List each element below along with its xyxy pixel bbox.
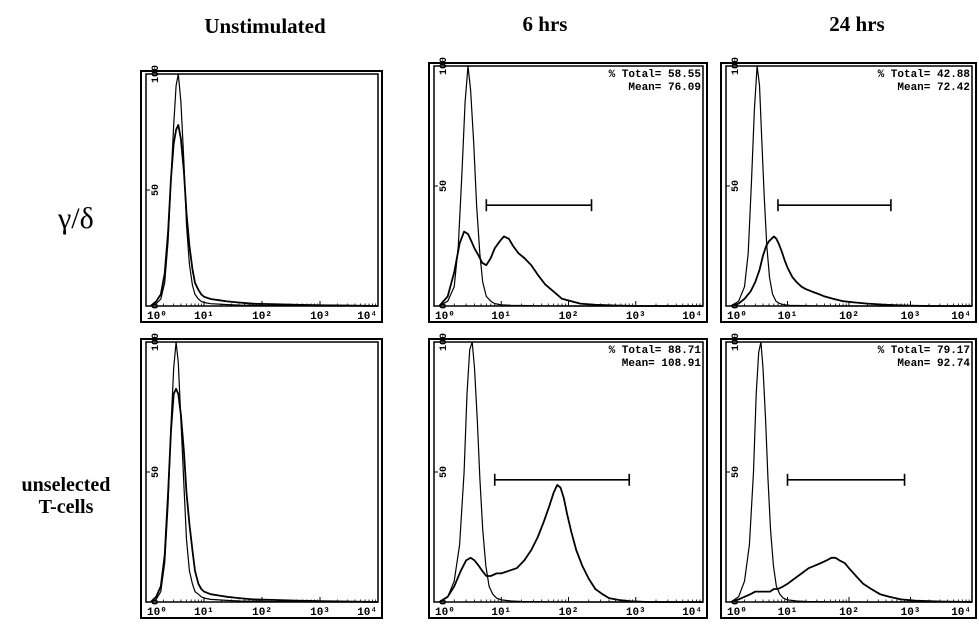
histogram-panel-unselected-24hrs: 0 50 100 10⁰ 10¹ 10² 10³ 10⁴ % Total= 79.17 Mean=… — [720, 333, 977, 619]
plot-area — [725, 65, 973, 307]
x-tick-label: 10² — [252, 607, 272, 619]
y-tick-label: 0 — [731, 303, 742, 309]
panel-frame — [720, 62, 977, 323]
plot-area — [725, 341, 973, 603]
x-tick-label: 10¹ — [778, 607, 798, 619]
y-tick-label: 0 — [151, 303, 162, 309]
row-label-gamma-delta: γ/δ — [58, 202, 94, 235]
plot-area — [145, 341, 379, 603]
x-tick-label: 10¹ — [194, 607, 214, 619]
histogram-svg: 0 50 100 10⁰ 10¹ 10² 10³ 10⁴ % Total= 79.17Mean=… — [720, 333, 977, 619]
stat-mean: Mean= 76.09 — [628, 82, 701, 94]
x-tick-label: 10¹ — [491, 607, 511, 619]
x-tick-label: 10⁰ — [435, 607, 455, 619]
column-title-24hrs: 24 hrs — [829, 12, 885, 36]
x-tick-label: 10⁰ — [727, 607, 747, 619]
histogram-panel-gamma-delta-24hrs: 0 50 100 10⁰ 10¹ 10² 10³ 10⁴ % Total= 42.88 Mean=… — [720, 57, 977, 323]
x-tick-label: 10⁴ — [682, 607, 702, 619]
x-tick-label: 10⁰ — [435, 311, 455, 323]
histogram-panel-gamma-delta-6hrs: 0 50 100 10⁰ 10¹ 10² 10³ 10⁴ % Total= 58.55 Mean=… — [428, 57, 708, 323]
stat-mean: Mean= 108.91 — [622, 358, 702, 370]
y-tick-label: 0 — [151, 599, 162, 605]
histogram-series-2 — [149, 387, 379, 603]
x-tick-label: 10⁰ — [147, 311, 167, 323]
y-tick-label: 50 — [439, 180, 450, 192]
x-tick-label: 10³ — [310, 607, 330, 619]
x-tick-label: 10⁴ — [357, 607, 377, 619]
histogram-series-1 — [439, 65, 703, 307]
histogram-svg: 0 50 100 10⁰ 10¹ 10² 10³ 10⁴ % Total= 58.55Mean=… — [428, 57, 708, 323]
x-tick-label: 10³ — [626, 607, 646, 619]
histogram-series-2 — [730, 235, 972, 307]
histogram-svg: 0 50 100 10⁰ 10¹ 10² 10³ 10⁴ % Total= 88.71Mean=… — [428, 333, 708, 619]
x-tick-label: 10⁰ — [727, 311, 747, 323]
stat-mean: Mean= 92.74 — [897, 358, 970, 370]
histogram-panel-gamma-delta-unstimulated: 0 50 100 10⁰ 10¹ 10² 10³ 10⁴ — [140, 65, 383, 323]
stat-total: % Total= 42.88 — [878, 69, 971, 81]
histogram-series-2 — [150, 124, 379, 307]
histogram-panel-unselected-unstimulated: 0 50 100 10⁰ 10¹ 10² 10³ 10⁴ — [140, 333, 383, 619]
histogram-series-2 — [730, 556, 973, 603]
panel-frame — [140, 70, 383, 323]
y-tick-label: 100 — [151, 333, 162, 351]
y-tick-label: 50 — [731, 180, 742, 192]
histogram-series-2 — [438, 484, 703, 603]
histogram-svg: 0 50 100 10⁰ 10¹ 10² 10³ 10⁴ — [140, 65, 383, 323]
plot-area — [433, 341, 704, 603]
x-tick-label: 10¹ — [194, 311, 214, 323]
stat-total: % Total= 79.17 — [878, 345, 970, 357]
panel-frame — [428, 338, 708, 619]
x-tick-label: 10³ — [310, 311, 330, 323]
x-tick-label: 10² — [559, 311, 579, 323]
y-tick-label: 100 — [151, 65, 162, 83]
column-title-unstimulated: Unstimulated — [204, 14, 326, 38]
x-tick-label: 10³ — [901, 607, 921, 619]
stat-total: % Total= 58.55 — [609, 69, 702, 81]
histogram-svg: 0 50 100 10⁰ 10¹ 10² 10³ 10⁴ — [140, 333, 383, 619]
histogram-series-1 — [438, 341, 703, 603]
column-title-6hrs: 6 hrs — [522, 12, 568, 36]
panel-frame — [720, 338, 977, 619]
panel-frame — [140, 338, 383, 619]
x-tick-label: 10² — [839, 311, 859, 323]
x-tick-label: 10² — [839, 607, 859, 619]
y-tick-label: 50 — [151, 184, 162, 196]
y-tick-label: 0 — [439, 599, 450, 605]
stat-total: % Total= 88.71 — [609, 345, 702, 357]
x-tick-label: 10² — [559, 607, 579, 619]
x-tick-label: 10³ — [901, 311, 921, 323]
plot-area — [433, 65, 704, 307]
x-tick-label: 10¹ — [491, 311, 511, 323]
x-tick-label: 10⁴ — [951, 311, 971, 323]
y-tick-label: 50 — [731, 466, 742, 478]
stat-mean: Mean= 72.42 — [897, 82, 970, 94]
x-tick-label: 10² — [252, 311, 272, 323]
y-tick-label: 100 — [439, 333, 450, 351]
x-tick-label: 10¹ — [778, 311, 798, 323]
histogram-svg: 0 50 100 10⁰ 10¹ 10² 10³ 10⁴ % Total= 42.88Mean=… — [720, 57, 977, 323]
y-tick-label: 100 — [439, 57, 450, 75]
y-tick-label: 100 — [731, 333, 742, 351]
x-tick-label: 10⁰ — [147, 607, 167, 619]
row-label-line-2: T-cells — [38, 496, 94, 518]
histogram-panel-unselected-6hrs: 0 50 100 10⁰ 10¹ 10² 10³ 10⁴ % Total= 88.71 Mean=… — [428, 333, 708, 619]
histogram-series-1 — [730, 65, 972, 307]
x-tick-label: 10⁴ — [682, 311, 702, 323]
row-label-unselected-t-cells: unselected T-cells — [2, 474, 130, 518]
x-tick-label: 10³ — [626, 311, 646, 323]
histogram-series-1 — [730, 341, 972, 603]
x-tick-label: 10⁴ — [951, 607, 971, 619]
y-tick-label: 50 — [439, 466, 450, 478]
row-label-line-1: unselected — [21, 474, 111, 496]
y-tick-label: 0 — [439, 303, 450, 309]
y-tick-label: 0 — [731, 599, 742, 605]
y-tick-label: 50 — [151, 466, 162, 478]
panel-frame — [428, 62, 708, 323]
histogram-series-2 — [438, 230, 703, 307]
x-tick-label: 10⁴ — [357, 311, 377, 323]
y-tick-label: 100 — [731, 57, 742, 75]
